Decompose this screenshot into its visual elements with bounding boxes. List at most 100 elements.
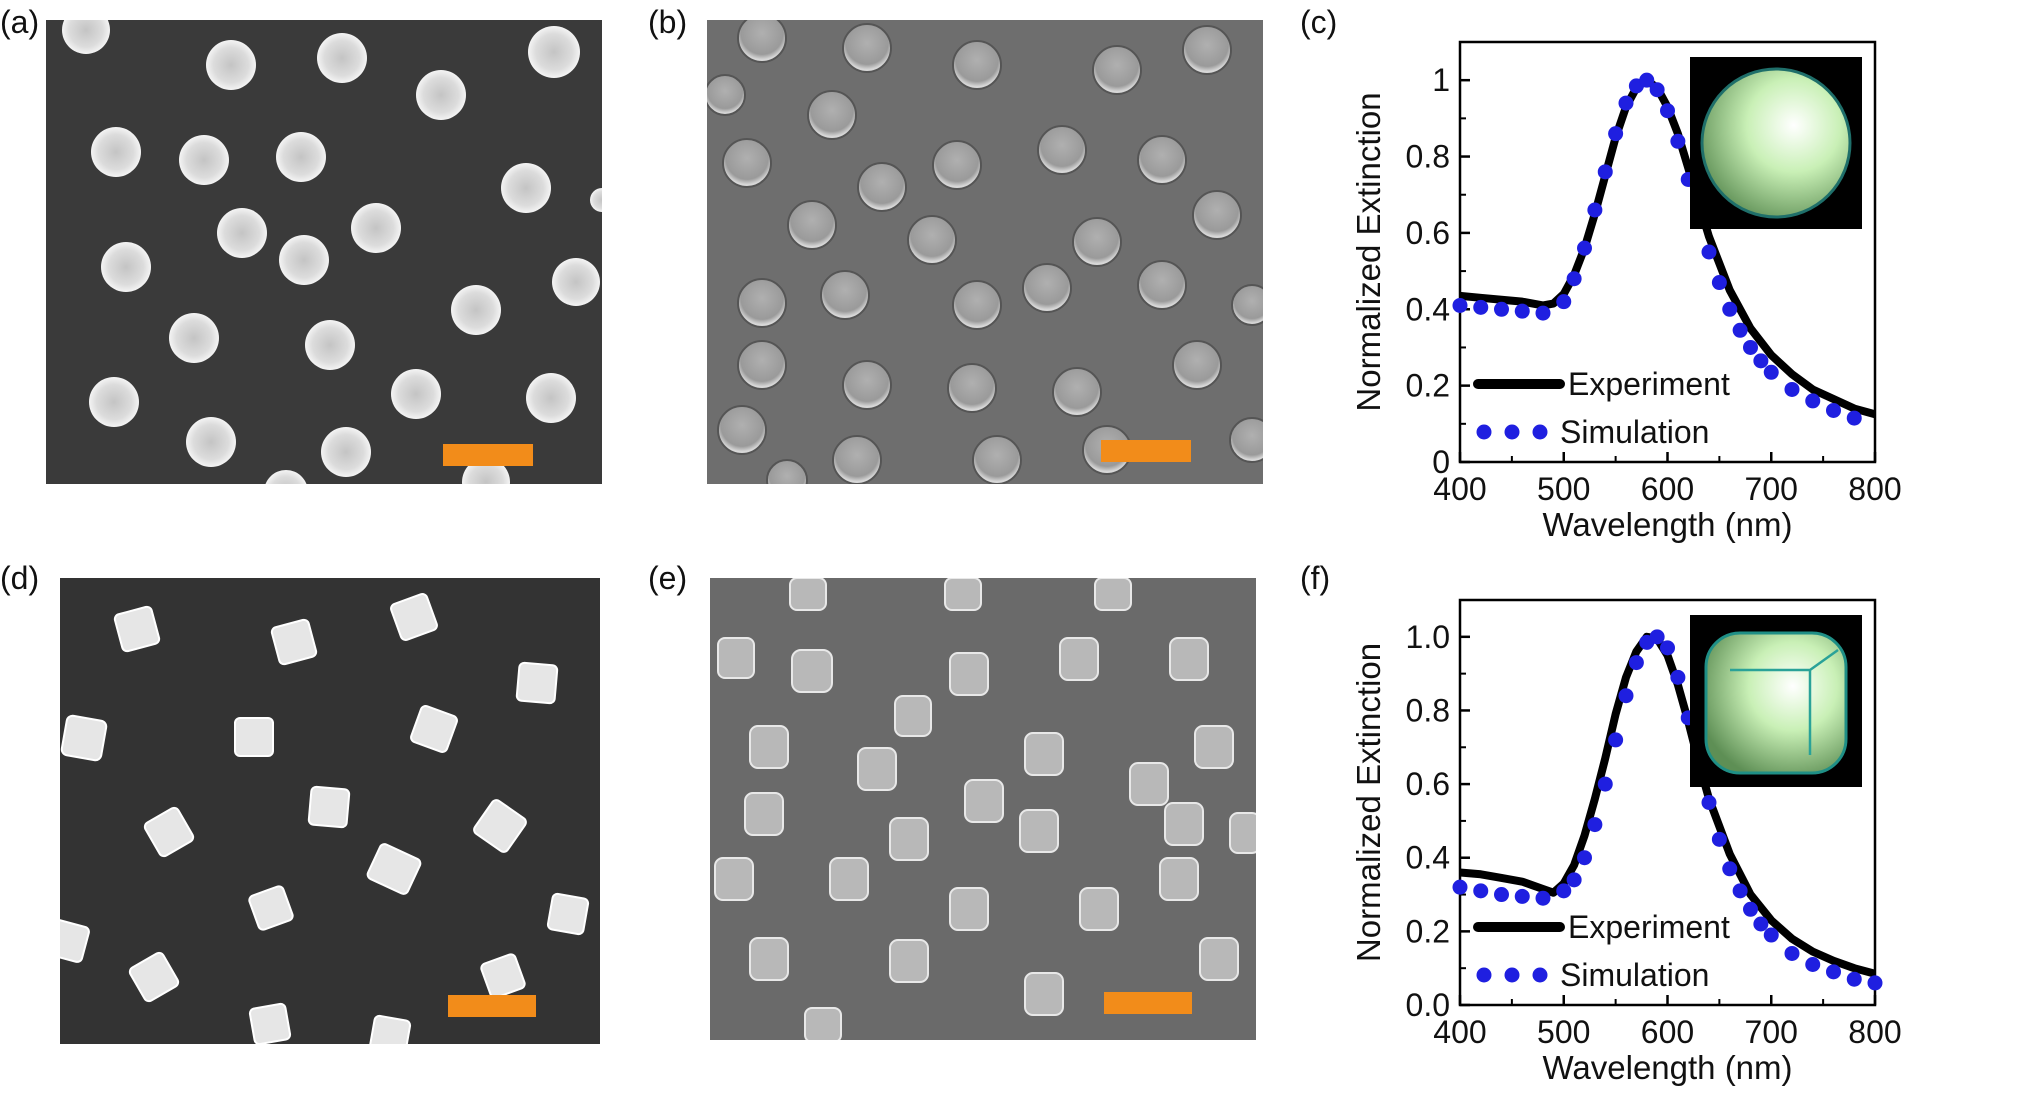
series-point-simulation [1566,271,1582,287]
sem-image-cubes-tilted [710,578,1256,1040]
legend-label-simulation: Simulation [1560,414,1709,450]
series-point-simulation [1670,133,1686,149]
y-tick-label: 0.4 [1406,291,1450,327]
legend-swatch-simulation [1476,967,1492,983]
sphere-icon [1690,57,1862,229]
x-tick-label: 800 [1848,1014,1901,1050]
y-tick-label: 0.6 [1406,215,1450,251]
series-point-simulation [1711,275,1727,291]
series-point-simulation [1784,381,1800,397]
series-point-simulation [1514,303,1530,319]
y-tick-label: 0.8 [1406,692,1450,728]
y-axis-label: Normalized Extinction [1350,643,1387,962]
legend-label-experiment: Experiment [1568,909,1730,945]
series-point-simulation [1494,887,1509,903]
scale-bar [448,995,536,1017]
series-point-simulation [1494,301,1509,317]
legend-label-simulation: Simulation [1560,957,1709,993]
series-point-simulation [1805,393,1821,409]
panel-label-e: (e) [648,560,688,596]
y-tick-label: 0 [1432,444,1450,480]
series-point-simulation [1649,82,1665,98]
series-point-simulation [1556,294,1572,310]
series-point-simulation [1660,103,1675,119]
series-point-simulation [1763,364,1779,380]
series-point-simulation [1753,916,1769,932]
panel-label-f: (f) [1300,560,1331,596]
y-axis-label: Normalized Extinction [1350,92,1387,411]
x-tick-label: 600 [1641,471,1694,507]
series-point-simulation [1763,927,1779,943]
series-point-simulation [1452,879,1468,895]
x-tick-label: 500 [1537,471,1590,507]
x-tick-label: 700 [1745,471,1798,507]
y-tick-label: 1 [1432,62,1450,98]
series-point-simulation [1514,888,1530,904]
series-point-simulation [1722,301,1738,317]
series-point-simulation [1597,164,1613,180]
panel-label-c: (c) [1300,4,1338,40]
y-tick-label: 0.6 [1406,766,1450,802]
series-point-simulation [1743,339,1758,355]
series-point-simulation [1846,410,1862,426]
sem-image-cubes-top [60,578,600,1044]
x-tick-label: 500 [1537,1014,1590,1050]
series-point-simulation [1473,883,1489,899]
x-axis-label: Wavelength (nm) [1542,506,1792,543]
series-point-simulation [1670,669,1686,685]
x-tick-label: 800 [1848,471,1901,507]
y-tick-label: 0.2 [1406,913,1450,949]
series-point-simulation [1784,945,1800,961]
legend-swatch-simulation [1504,424,1520,440]
x-axis-label: Wavelength (nm) [1542,1049,1792,1086]
scale-bar [443,444,533,466]
series-point-simulation [1867,975,1883,991]
y-tick-label: 0.0 [1406,987,1450,1023]
rounded-cube-icon [1690,615,1862,787]
series-point-simulation [1753,353,1769,369]
panel-label-b: (b) [648,4,688,40]
series-point-simulation [1639,72,1655,88]
x-tick-label: 700 [1745,1014,1798,1050]
series-point-simulation [1597,776,1613,792]
scale-bar [1101,440,1191,462]
series-point-simulation [1618,688,1634,704]
series-point-simulation [1826,402,1841,418]
series-point-simulation [1577,240,1592,256]
scale-bar [1104,992,1192,1014]
series-point-simulation [1711,831,1727,847]
series-point-simulation [1608,126,1624,142]
series-point-simulation [1587,817,1603,833]
chart-f-cube-extinction: 400 500 600 700 800 0.0 0.2 0.4 0.6 0.8 1.0 Wavelen… [1320,578,2040,1098]
x-tick-label: 400 [1433,471,1486,507]
legend-label-experiment: Experiment [1568,366,1730,402]
chart-c-sphere-extinction: 400 500 600 700 800 0 0.2 0.4 0.6 0.8 1 Wavelength … [1320,20,2040,550]
series-point-simulation [1628,655,1644,671]
series-point-simulation [1732,322,1748,338]
legend-swatch-simulation [1532,424,1548,440]
series-point-simulation [1701,244,1717,260]
series-point-simulation [1732,883,1748,899]
series-point-simulation [1618,95,1634,111]
series-point-simulation [1608,732,1624,748]
series-point-simulation [1846,971,1862,987]
series-point-simulation [1566,872,1582,888]
series-point-simulation [1556,883,1572,899]
series-point-simulation [1577,850,1592,866]
series-point-simulation [1805,957,1821,972]
series-point-simulation [1649,629,1665,645]
series-point-simulation [1452,297,1468,313]
y-tick-label: 0.8 [1406,139,1450,175]
x-tick-label: 400 [1433,1014,1486,1050]
sem-image-spheres-tilted [707,20,1263,484]
series-point-simulation [1473,299,1489,315]
series-point-simulation [1535,305,1551,321]
panel-label-d: (d) [0,560,40,596]
series-point-simulation [1743,901,1758,917]
series-point-simulation [1660,640,1675,656]
panel-label-a: (a) [0,4,40,40]
legend-swatch-simulation [1504,967,1520,983]
y-tick-label: 0.4 [1406,840,1450,876]
y-tick-label: 1.0 [1406,619,1450,655]
series-point-simulation [1722,861,1738,877]
